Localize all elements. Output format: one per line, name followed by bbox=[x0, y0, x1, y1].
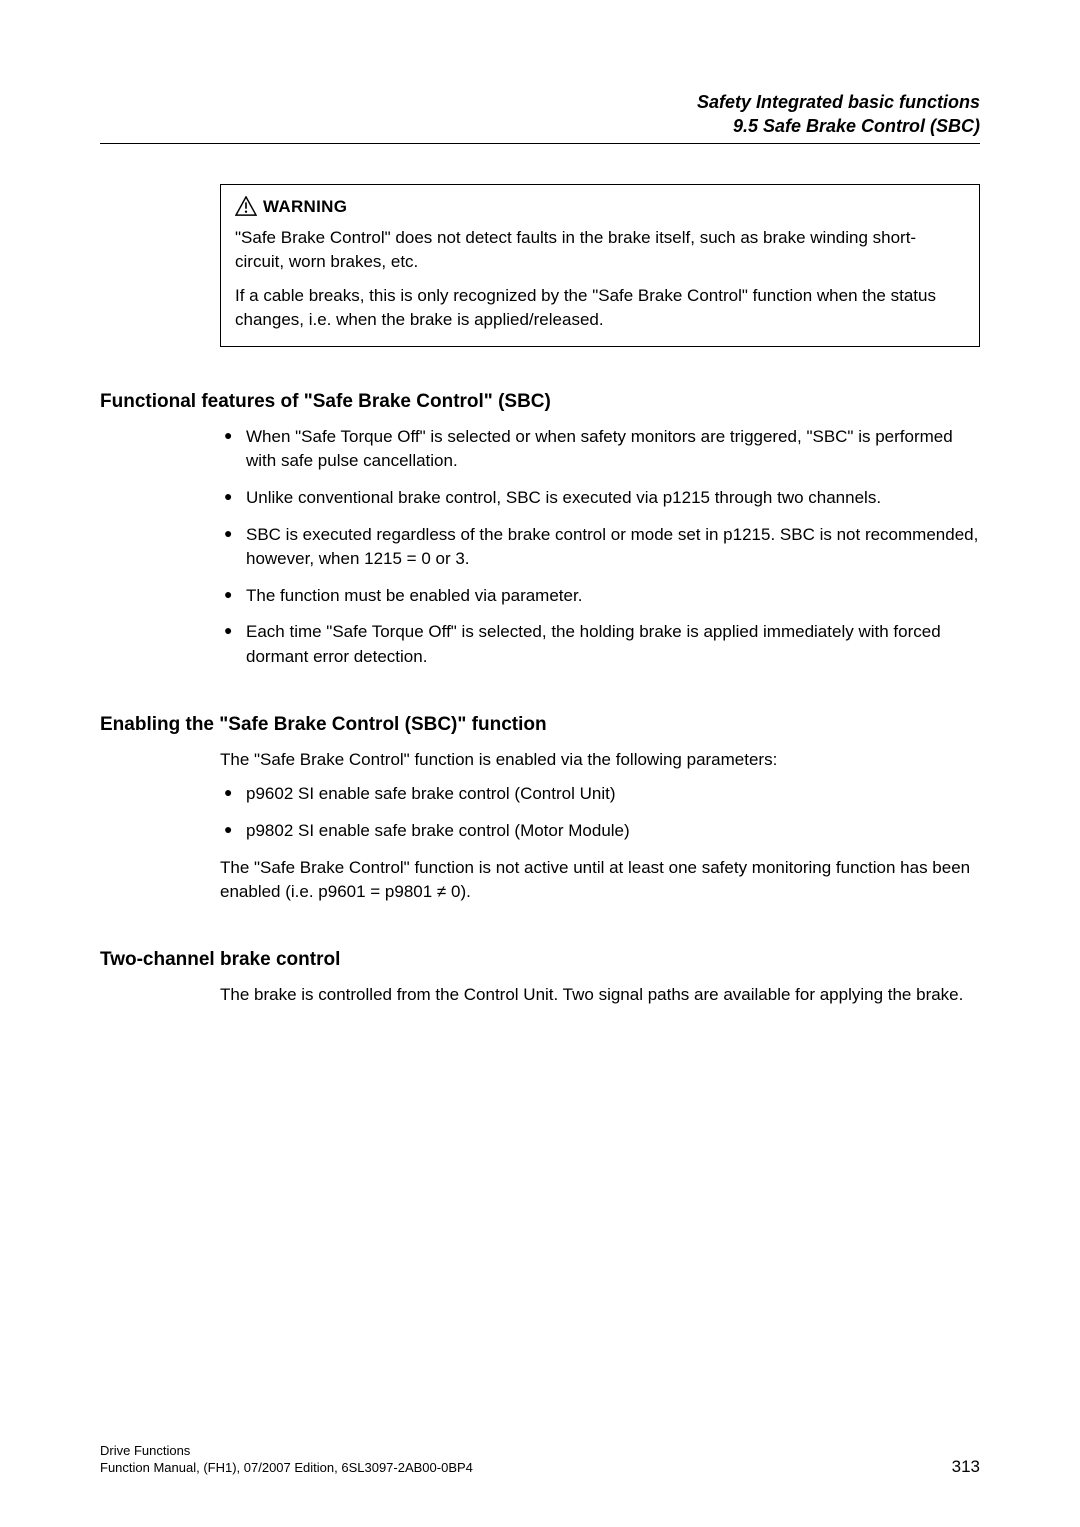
list-item: When "Safe Torque Off" is selected or wh… bbox=[220, 425, 980, 474]
enabling-intro: The "Safe Brake Control" function is ena… bbox=[220, 748, 980, 773]
list-item: Each time "Safe Torque Off" is selected,… bbox=[220, 620, 980, 669]
header-rule bbox=[100, 143, 980, 144]
list-item: SBC is executed regardless of the brake … bbox=[220, 523, 980, 572]
section-heading-functional-features: Functional features of "Safe Brake Contr… bbox=[100, 391, 980, 413]
footer-left: Drive Functions Function Manual, (FH1), … bbox=[100, 1442, 473, 1477]
enabling-params-list: p9602 SI enable safe brake control (Cont… bbox=[220, 782, 980, 843]
functional-features-list: When "Safe Torque Off" is selected or wh… bbox=[220, 425, 980, 670]
page-header: Safety Integrated basic functions 9.5 Sa… bbox=[100, 90, 980, 139]
list-item: p9802 SI enable safe brake control (Moto… bbox=[220, 819, 980, 844]
list-item: Unlike conventional brake control, SBC i… bbox=[220, 486, 980, 511]
list-item: p9602 SI enable safe brake control (Cont… bbox=[220, 782, 980, 807]
warning-triangle-icon bbox=[235, 196, 257, 216]
page-footer: Drive Functions Function Manual, (FH1), … bbox=[100, 1442, 980, 1477]
footer-page-number: 313 bbox=[952, 1457, 980, 1477]
enabling-outro: The "Safe Brake Control" function is not… bbox=[220, 856, 980, 905]
warning-label: WARNING bbox=[263, 195, 347, 219]
two-channel-body: The brake is controlled from the Control… bbox=[220, 983, 980, 1008]
warning-title-row: WARNING bbox=[235, 195, 965, 219]
warning-paragraph-2: If a cable breaks, this is only recogniz… bbox=[235, 284, 965, 332]
header-section: 9.5 Safe Brake Control (SBC) bbox=[100, 114, 980, 138]
warning-box: WARNING "Safe Brake Control" does not de… bbox=[220, 184, 980, 347]
header-chapter: Safety Integrated basic functions bbox=[100, 90, 980, 114]
warning-paragraph-1: "Safe Brake Control" does not detect fau… bbox=[235, 226, 965, 274]
footer-doc-id: Function Manual, (FH1), 07/2007 Edition,… bbox=[100, 1459, 473, 1477]
footer-doc-title: Drive Functions bbox=[100, 1442, 473, 1460]
section-heading-two-channel: Two-channel brake control bbox=[100, 949, 980, 971]
section-heading-enabling-sbc: Enabling the "Safe Brake Control (SBC)" … bbox=[100, 714, 980, 736]
list-item: The function must be enabled via paramet… bbox=[220, 584, 980, 609]
